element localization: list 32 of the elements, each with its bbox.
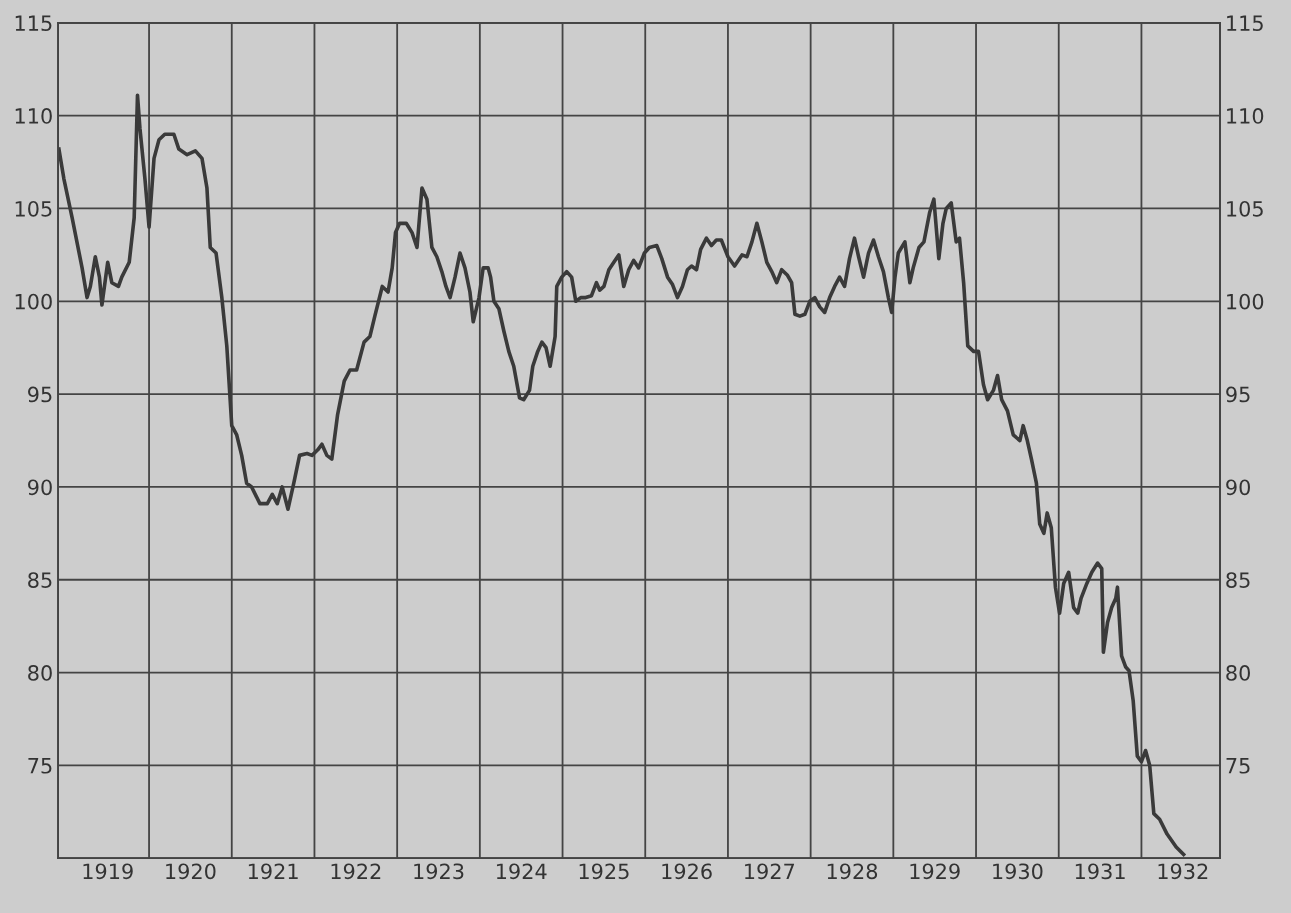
x-tick-label: 1926	[662, 863, 712, 880]
y-tick-label: 110	[15, 108, 52, 124]
y-tick-label: 90	[28, 479, 52, 496]
y2-tick-label: 100	[1227, 293, 1264, 310]
y2-tick-label: 85	[1226, 572, 1250, 588]
x-tick-label: 1928	[827, 863, 878, 880]
x-tick-label: 1929	[910, 863, 960, 880]
y-tick-label: 80	[28, 665, 52, 681]
y2-tick-label: 110	[1227, 108, 1264, 124]
y2-tick-label: 105	[1227, 200, 1263, 217]
y-tick-label: 95	[28, 386, 52, 403]
y-tick-label: 100	[15, 293, 52, 310]
x-tick-label: 1932	[1158, 863, 1208, 880]
y-tick-label: 85	[28, 572, 52, 588]
x-tick-label: 1923	[414, 863, 464, 880]
y2-tick-label: 115	[1227, 15, 1263, 32]
y2-tick-label: 90	[1226, 479, 1250, 496]
x-tick-label: 1925	[579, 863, 629, 880]
y-tick-label: 75	[28, 758, 52, 774]
x-tick-label: 1924	[496, 863, 547, 880]
y-tick-label: 105	[15, 200, 52, 217]
y-tick-label: 115	[15, 15, 52, 32]
y2-tick-label: 95	[1226, 386, 1250, 403]
x-tick-label: 1922	[331, 863, 381, 880]
x-tick-label: 1920	[166, 863, 216, 880]
x-tick-label: 1919	[83, 863, 133, 880]
y2-tick-label: 80	[1226, 665, 1250, 681]
x-tick-label: 1921	[248, 863, 298, 880]
x-tick-label: 1930	[993, 863, 1043, 880]
x-tick-label: 1927	[745, 863, 795, 880]
x-tick-label: 1931	[1075, 863, 1125, 880]
y2-tick-label: 75	[1226, 758, 1250, 774]
